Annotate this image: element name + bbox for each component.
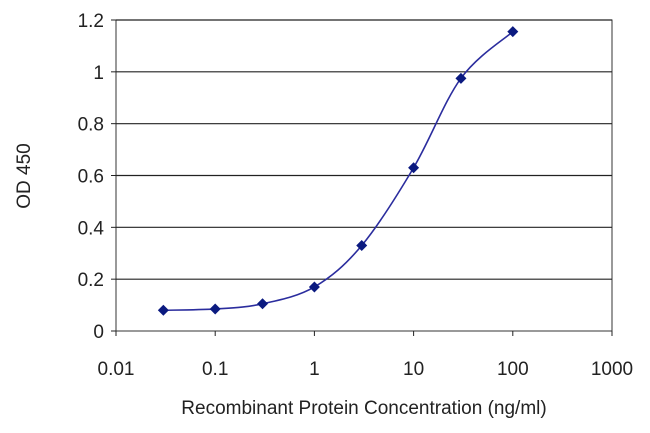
data-point xyxy=(507,26,519,38)
x-tick-label: 100 xyxy=(497,359,529,380)
x-tick-label: 0.01 xyxy=(98,359,135,380)
y-tick-label: 0.8 xyxy=(78,115,104,136)
x-tick-label: 0.1 xyxy=(202,359,228,380)
data-point xyxy=(455,72,467,84)
data-points xyxy=(157,26,519,316)
x-tick-label: 1000 xyxy=(591,359,633,380)
data-point xyxy=(157,304,169,316)
x-axis: 0.01 0.1 1 10 100 1000 xyxy=(98,331,633,380)
y-axis: 0 0.2 0.4 0.6 0.8 1 1.2 xyxy=(78,11,116,343)
y-tick-label: 0.6 xyxy=(78,167,104,188)
data-point xyxy=(308,281,320,293)
gridlines xyxy=(116,19,612,280)
data-point xyxy=(257,298,269,310)
data-point xyxy=(356,239,368,251)
y-tick-label: 1 xyxy=(93,63,104,84)
data-point xyxy=(209,303,221,315)
x-axis-title: Recombinant Protein Concentration (ng/ml… xyxy=(181,398,546,419)
data-point xyxy=(408,162,420,174)
x-tick-label: 10 xyxy=(403,359,424,380)
y-tick-label: 1.2 xyxy=(78,11,104,32)
y-tick-label: 0 xyxy=(93,322,104,343)
y-tick-label: 0.2 xyxy=(78,270,104,291)
x-tick-label: 1 xyxy=(309,359,320,380)
y-axis-title: OD 450 xyxy=(14,143,35,208)
y-tick-label: 0.4 xyxy=(78,218,105,239)
fit-curve xyxy=(163,31,514,312)
